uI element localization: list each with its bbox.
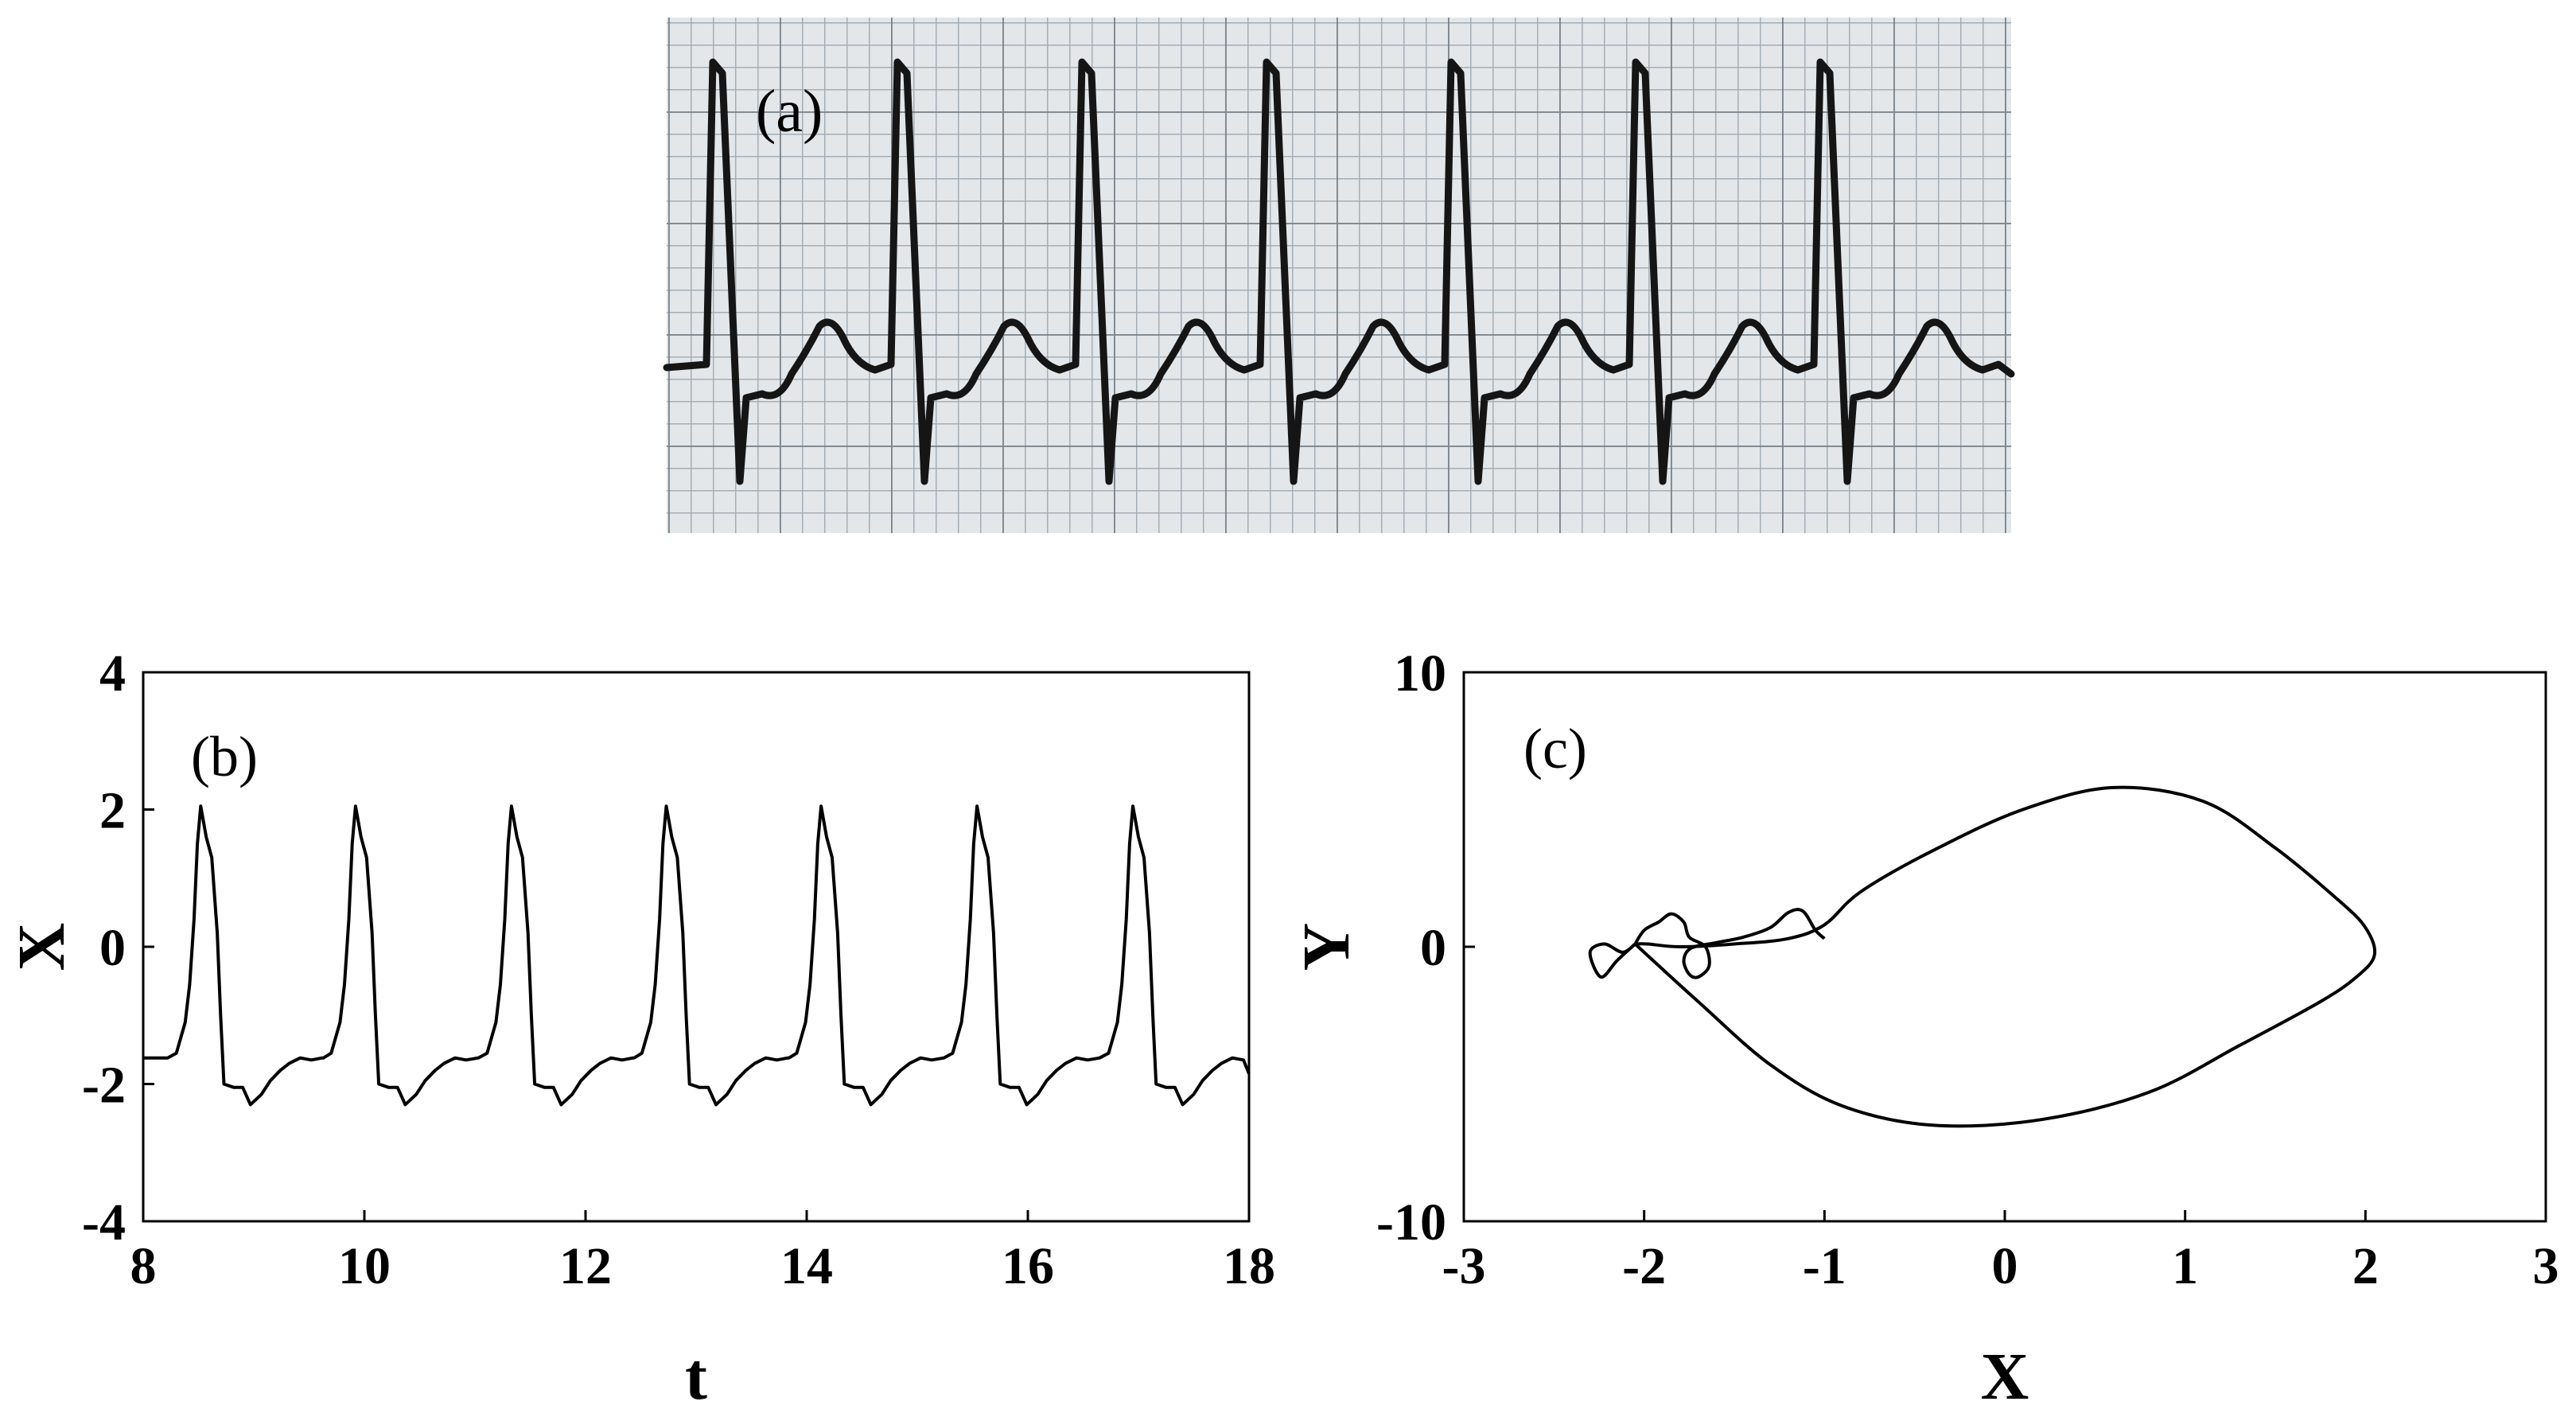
panel-c-label: (c)	[1523, 717, 1587, 780]
timeseries-x-axis-label: t	[685, 1340, 707, 1413]
phase-curves	[1588, 785, 2377, 1128]
phase-panel: -3 -2 -1 0 1 2 3 100-10 X Y (c)	[1290, 644, 2559, 1413]
timeseries-y-ticks: 4 2 0 -2 -4	[82, 644, 154, 1251]
x-tick-label: 1	[2172, 1237, 2198, 1295]
panel-b-label: (b)	[191, 725, 258, 788]
y-tick-label: -4	[82, 1193, 126, 1251]
timeseries-line	[143, 804, 1251, 1107]
x-tick-label: -2	[1622, 1237, 1666, 1295]
ecg-trace	[663, 58, 2015, 485]
ecg-panel: (a)	[663, 18, 2015, 533]
phase-y-ticks: 10 0 -10	[1376, 644, 1475, 1251]
x-tick-label: 10	[338, 1237, 391, 1295]
x-tick-label: 2	[2352, 1237, 2379, 1295]
timeseries-panel: 8 10 12 14 16 18 4 2 0 -2 -4 t X (b)	[5, 644, 1275, 1413]
y-tick-label: -10	[1376, 1193, 1446, 1251]
y-tick-label: 10	[1394, 644, 1446, 703]
x-tick-label: -3	[1442, 1237, 1486, 1295]
phase-curve-2	[1633, 908, 1826, 979]
phase-y-axis-label: Y	[1290, 923, 1364, 971]
x-tick-label: 14	[780, 1237, 833, 1295]
timeseries-axes-frame	[142, 671, 1251, 1223]
x-tick-label: 18	[1223, 1237, 1275, 1295]
y-tick-label: -2	[82, 1057, 126, 1115]
x-tick-label: 8	[130, 1237, 157, 1295]
x-tick-label: -1	[1803, 1237, 1846, 1295]
timeseries-x-ticks: 8 10 12 14 16 18	[130, 1210, 1275, 1295]
y-tick-label: 0	[1420, 919, 1446, 977]
x-tick-label: 16	[1002, 1237, 1054, 1295]
y-tick-label: 4	[99, 644, 126, 703]
timeseries-y-axis-label: X	[5, 923, 79, 971]
x-tick-label: 3	[2533, 1237, 2559, 1295]
panel-a-label: (a)	[756, 78, 823, 145]
y-tick-label: 0	[99, 919, 126, 977]
y-tick-label: 2	[99, 782, 126, 840]
phase-x-ticks: -3 -2 -1 0 1 2 3	[1442, 1210, 2559, 1295]
phase-x-axis-label: X	[1981, 1340, 2029, 1413]
x-tick-label: 12	[559, 1237, 612, 1295]
ecg-major-grid	[667, 18, 2011, 533]
phase-curve-3	[1588, 942, 1636, 979]
phase-axes-frame	[1462, 671, 2547, 1223]
phase-curve-1	[1633, 785, 2377, 1128]
x-tick-label: 0	[1992, 1237, 2018, 1295]
